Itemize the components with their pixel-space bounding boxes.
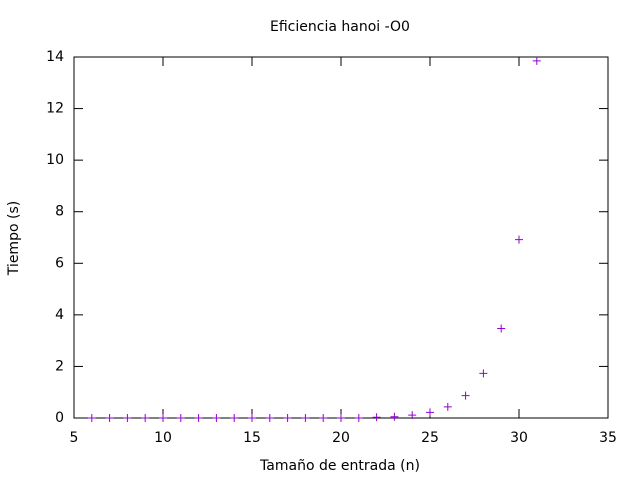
point (105, 414, 114, 422)
y-tick-label: 2 (55, 358, 64, 374)
point (230, 414, 239, 422)
x-axis-label: Tamaño de entrada (n) (259, 458, 420, 474)
point (426, 408, 434, 417)
point (301, 414, 310, 422)
point (87, 414, 96, 422)
point (515, 235, 523, 244)
y-tick-label: 0 (55, 410, 64, 426)
point (319, 414, 328, 422)
point (390, 412, 399, 421)
plot-border (73, 56, 609, 419)
point (497, 324, 506, 333)
x-tick-label: 5 (70, 430, 79, 446)
point (354, 414, 363, 422)
y-tick-label: 4 (55, 307, 64, 323)
point (461, 391, 470, 400)
point (337, 414, 345, 422)
point (248, 414, 256, 422)
point (176, 414, 185, 422)
y-tick-label: 8 (55, 204, 64, 220)
point (212, 414, 221, 422)
y-tick-label: 12 (46, 101, 64, 117)
y-tick-label: 6 (55, 255, 64, 271)
point (123, 414, 132, 422)
x-tick-label: 35 (599, 430, 617, 446)
x-tick-label: 15 (243, 430, 261, 446)
point (141, 414, 150, 422)
y-axis-label: Tiempo (s) (6, 201, 22, 276)
point (194, 414, 203, 422)
point (265, 414, 274, 422)
y-tick-label: 10 (46, 152, 64, 168)
x-tick-label: 20 (332, 430, 350, 446)
x-tick-label: 30 (510, 430, 528, 446)
point (408, 411, 417, 420)
chart-title: Eficiencia hanoi -O0 (270, 19, 410, 35)
y-tick-label: 14 (46, 49, 64, 65)
x-tick-label: 25 (421, 430, 439, 446)
point (479, 369, 488, 378)
point (283, 414, 292, 422)
point (443, 402, 452, 411)
x-tick-label: 10 (154, 430, 172, 446)
point (532, 56, 541, 65)
point (372, 413, 381, 422)
point (159, 414, 167, 422)
